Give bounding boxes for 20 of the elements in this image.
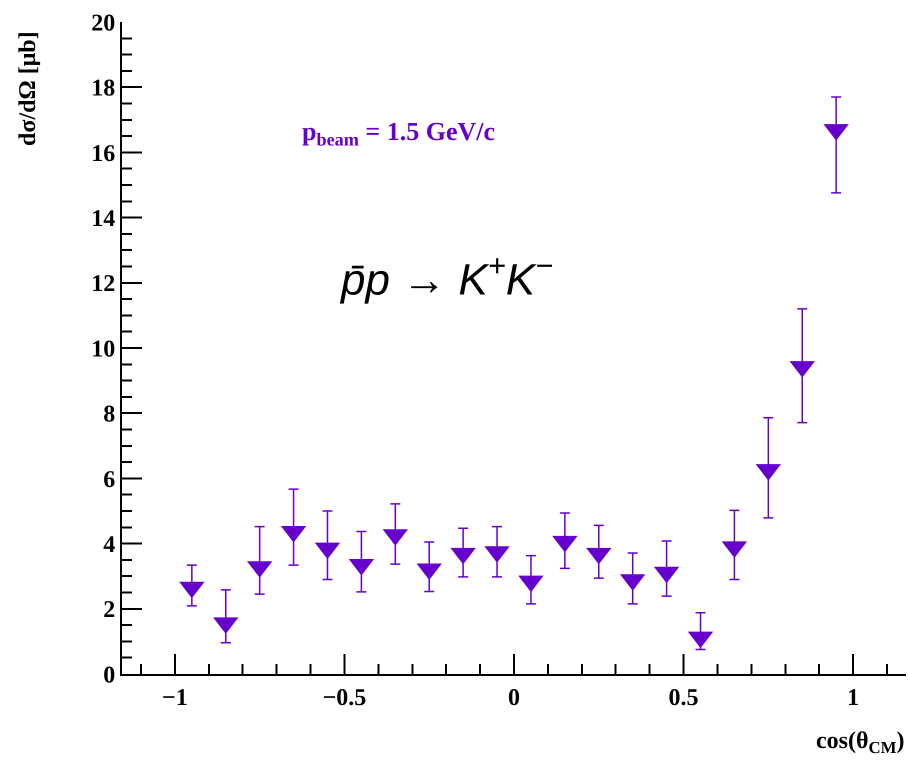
y-tick-label: 4 [103,532,116,558]
x-tick-label: 1 [847,684,860,711]
annotation: p̄p → K$^{+}$K$^{−}$ [339,248,554,304]
y-tick-label: 10 [91,336,116,362]
y-tick-label: 0 [103,662,116,688]
x-tick-label: −1 [162,684,188,711]
y-tick-label: 12 [91,271,116,298]
y-tick-label: 16 [91,140,116,167]
y-tick-label: 20 [91,10,116,36]
y-tick-label: 2 [103,597,116,624]
annotation: p$_{beam}$ = 1.5 GeV/c [302,117,496,150]
y-tick-label: 6 [103,466,116,493]
x-tick-label: −0.5 [322,684,366,711]
x-tick-label: 0.5 [668,684,699,711]
x-tick-label: 0 [508,684,520,711]
x-axis-title: cos(θ$_{CM}$) [816,728,904,758]
y-tick-label: 8 [103,402,116,428]
y-tick-label: 18 [91,76,116,102]
y-axis-title: dσ/dΩ [μb] [14,31,41,146]
y-tick-label: 14 [91,206,116,232]
